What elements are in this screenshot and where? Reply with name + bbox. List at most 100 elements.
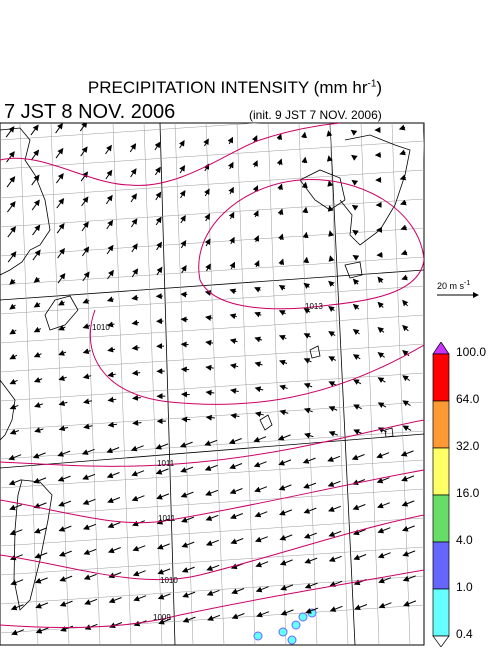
wind-arrow (302, 206, 309, 214)
wind-arrow (83, 548, 97, 555)
wind-arrow (303, 358, 312, 364)
wind-arrow (33, 377, 43, 383)
colorbar-segment (432, 400, 450, 449)
wind-arrow (81, 221, 89, 232)
wind-arrow (227, 136, 234, 145)
isobar (0, 514, 424, 581)
wind-arrow (253, 260, 260, 268)
grid-line-minor (0, 575, 424, 605)
wind-arrow (403, 600, 417, 607)
wind-arrow (58, 350, 67, 356)
wind-arrow (132, 545, 146, 552)
wind-arrow (228, 186, 234, 195)
title-text: PRECIPITATION INTENSITY (mm hr (87, 78, 368, 97)
wind-arrow (56, 172, 64, 184)
wind-arrow (55, 123, 63, 134)
wind-arrow (254, 536, 268, 543)
wind-arrow (228, 211, 235, 220)
wind-arrow (131, 369, 141, 376)
wind-arrow (33, 301, 41, 308)
wind-arrow (106, 296, 114, 303)
wind-arrow (302, 457, 316, 464)
coastline (344, 261, 363, 279)
wind-arrow (132, 419, 142, 426)
grid-line-minor (112, 123, 132, 645)
colorbar-level-label: 4.0 (456, 533, 473, 547)
colorbar-level-label: 0.4 (456, 627, 473, 641)
weather-map: 1013 1010 1011 1011 1010 1009 (0, 122, 425, 646)
init-time: (init. 9 JST 7 NOV. 2006) (249, 108, 382, 122)
wind-arrow (353, 404, 362, 410)
wind-arrow (10, 579, 24, 586)
wind-vectors (5, 123, 417, 636)
wind-arrow (303, 507, 317, 514)
wind-arrow (58, 550, 72, 557)
wind-arrow (229, 363, 239, 370)
wind-arrow (378, 602, 392, 609)
wind-arrow (253, 436, 267, 443)
grid-line-minor (0, 517, 424, 547)
grid-line-minor (0, 285, 424, 315)
wind-arrow (79, 123, 88, 132)
grid-line-minor (0, 459, 424, 489)
wind-arrow (34, 402, 43, 408)
wind-arrow (278, 258, 285, 266)
wind-arrow (180, 240, 187, 249)
wind-arrow (131, 268, 139, 278)
wind-arrow (230, 388, 239, 394)
wind-arrow (328, 255, 335, 262)
wind-arrow (58, 425, 69, 432)
wind-arrow (205, 414, 215, 421)
wind-arrow (108, 572, 122, 579)
wind-arrow (158, 618, 172, 625)
wind-arrow (157, 568, 171, 575)
colorbar-level-label: 32.0 (456, 439, 480, 453)
wind-arrow (205, 364, 214, 371)
wind-arrow (105, 194, 113, 205)
wind-arrow (401, 274, 408, 281)
grid-line-minor (0, 488, 424, 518)
wind-arrow (181, 516, 194, 523)
wind-arrow (402, 400, 411, 407)
wind-arrow (6, 176, 16, 188)
wind-arrow (30, 149, 40, 161)
wind-arrow (252, 185, 259, 193)
wind-arrow (59, 575, 73, 582)
wind-arrow (376, 477, 390, 484)
wind-arrow (133, 595, 147, 602)
wind-arrow (130, 193, 137, 203)
wind-arrow (328, 530, 342, 537)
wind-arrow (378, 577, 392, 584)
wind-arrow (303, 482, 317, 489)
wind-arrow (328, 555, 342, 562)
wind-arrow (352, 303, 360, 311)
wind-arrow (402, 550, 416, 557)
wind-reference-arrow (437, 292, 479, 298)
wind-arrow (154, 141, 161, 151)
wind-arrow (131, 344, 140, 351)
colorbar-segment (432, 588, 450, 637)
wind-arrow (57, 247, 65, 259)
wind-arrow (9, 378, 18, 385)
wind-arrow (107, 346, 116, 353)
wind-arrow (351, 179, 359, 186)
wind-arrow (33, 351, 42, 358)
wind-arrow (327, 205, 334, 212)
wind-arrow (278, 310, 286, 316)
grid-line-minor (236, 123, 256, 645)
wind-arrow (179, 164, 186, 174)
coastline (44, 295, 79, 331)
wind-arrow (353, 554, 367, 561)
wind-arrow (107, 421, 118, 428)
wind-arrow (377, 402, 387, 408)
wind-arrow (105, 169, 113, 180)
wind-arrow (229, 338, 238, 345)
wind-arrow (107, 497, 121, 504)
grid-line-major (329, 123, 356, 645)
wind-arrow (279, 384, 288, 391)
wind-arrow (352, 504, 366, 511)
wind-arrow (180, 466, 194, 473)
wind-arrow (106, 219, 114, 230)
wind-arrow (278, 335, 287, 341)
wind-arrow (205, 339, 214, 346)
